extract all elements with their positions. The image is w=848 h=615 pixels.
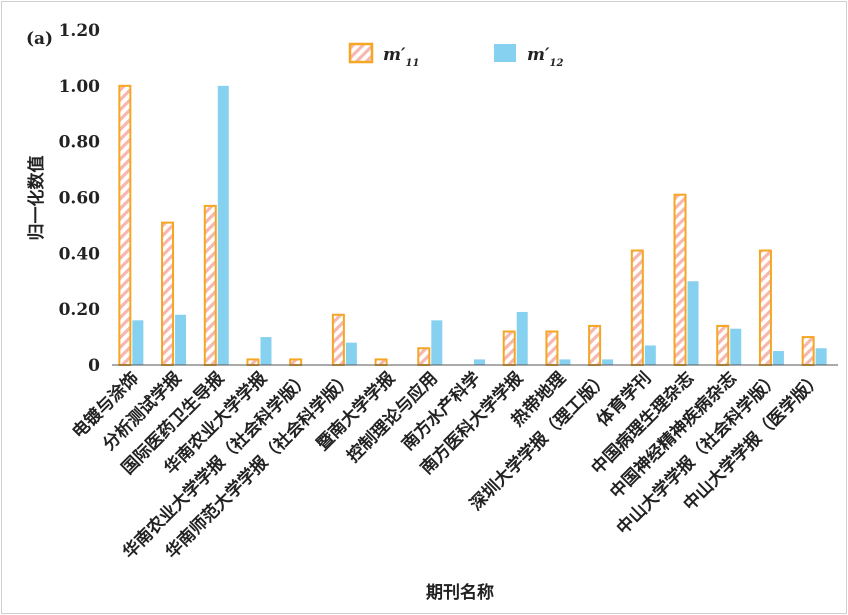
bar-m11 xyxy=(673,193,687,366)
y-tick-label: 1.00 xyxy=(59,77,101,97)
y-tick-label: 0 xyxy=(88,356,100,376)
y-axis: 0 0.20 0.40 0.60 0.80 1.00 1.20 xyxy=(59,21,101,376)
bar-m11 xyxy=(161,221,175,366)
y-tick-label: 0.20 xyxy=(59,300,101,320)
legend-label-m11-main: m′ xyxy=(383,45,406,65)
bar-m12 xyxy=(260,337,272,365)
legend-label-m12: m′12 xyxy=(527,45,563,69)
y-tick-label: 0.60 xyxy=(59,189,101,209)
bar-m11 xyxy=(716,324,730,366)
bar-m12 xyxy=(559,359,571,365)
bar-m12 xyxy=(132,320,144,365)
legend-label-m12-main: m′ xyxy=(527,45,550,65)
panel-label: (a) xyxy=(26,29,53,49)
legend-label-m11: m′11 xyxy=(383,45,419,69)
legend: m′11 m′12 xyxy=(348,42,563,69)
bar-m12 xyxy=(474,359,485,365)
bar-m11 xyxy=(545,330,559,366)
bar-m12 xyxy=(516,311,528,365)
bar-m11 xyxy=(289,358,303,366)
y-tick-label: 0.80 xyxy=(59,133,101,153)
bar-m12 xyxy=(644,345,656,365)
bar-m11 xyxy=(331,313,345,366)
bar-m12 xyxy=(217,85,229,365)
bar-m12 xyxy=(815,348,827,365)
bar-m11 xyxy=(801,336,815,367)
bar-m11 xyxy=(246,358,260,366)
bar-m11 xyxy=(758,249,772,367)
bar-m12 xyxy=(772,351,784,365)
bar-m12 xyxy=(175,314,187,365)
bar-m11 xyxy=(203,204,217,366)
x-tick-labels: 电镀与涂饰分析测试学报国际医药卫生导报华南农业大学学报华南农业大学学报（社会科学… xyxy=(68,368,826,563)
bar-m12 xyxy=(431,320,443,365)
x-axis-title: 期刊名称 xyxy=(426,582,494,603)
bars-group xyxy=(118,84,827,367)
bar-m12 xyxy=(687,281,699,365)
bar-m12 xyxy=(730,328,742,365)
bar-m11 xyxy=(588,324,602,366)
legend-swatch-m11 xyxy=(348,42,374,64)
y-axis-title: 归一化数值 xyxy=(26,156,47,241)
bar-m11 xyxy=(417,347,431,366)
bar-m11 xyxy=(630,249,644,367)
legend-label-m11-sub: 11 xyxy=(405,58,419,69)
bar-m11 xyxy=(118,84,132,366)
y-tick-label: 1.20 xyxy=(59,21,101,41)
bar-m11 xyxy=(374,358,388,366)
legend-swatch-m12 xyxy=(494,44,516,62)
bar-m11 xyxy=(502,330,516,366)
legend-label-m12-sub: 12 xyxy=(549,58,563,69)
bar-m12 xyxy=(602,359,614,365)
y-tick-label: 0.40 xyxy=(59,244,101,264)
bar-m12 xyxy=(345,342,357,365)
